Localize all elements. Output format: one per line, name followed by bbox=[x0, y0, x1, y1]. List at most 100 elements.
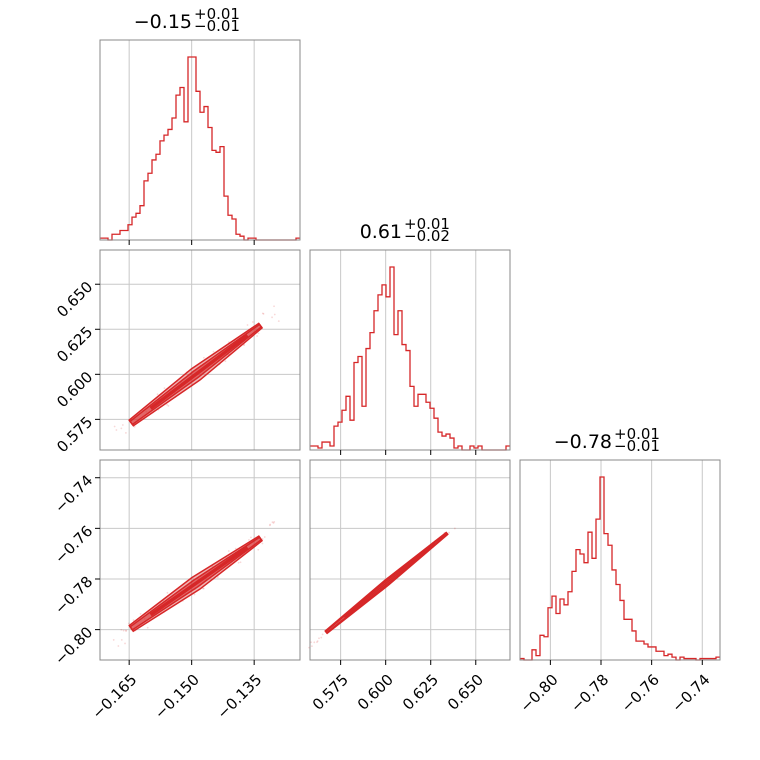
scatter-point bbox=[273, 520, 276, 523]
x-tick-label: −0.76 bbox=[618, 671, 663, 716]
density-core bbox=[149, 546, 249, 617]
y-tick-label: −0.80 bbox=[51, 623, 96, 668]
scatter-point bbox=[250, 536, 252, 539]
scatter-point bbox=[239, 561, 242, 564]
scatter-point bbox=[167, 404, 170, 407]
density-core bbox=[343, 542, 436, 618]
scatter-point bbox=[261, 538, 264, 540]
scatter-point bbox=[166, 403, 168, 406]
scatter-point bbox=[448, 531, 450, 534]
y-tick-label: −0.78 bbox=[51, 573, 96, 618]
panel-frame bbox=[309, 459, 511, 661]
scatter-point bbox=[202, 587, 205, 590]
panel-title-plus: +0.01 bbox=[614, 425, 660, 443]
pair-panel-1-2 bbox=[308, 459, 511, 665]
scatter-point bbox=[251, 321, 254, 323]
scatter-point bbox=[120, 628, 123, 631]
scatter-point bbox=[234, 547, 237, 550]
scatter-point bbox=[243, 344, 246, 346]
scatter-point bbox=[320, 636, 323, 639]
scatter-point bbox=[256, 335, 259, 337]
panel-frame bbox=[309, 249, 511, 451]
scatter-point bbox=[273, 305, 275, 308]
scatter-point bbox=[125, 630, 127, 632]
scatter-point bbox=[125, 629, 127, 632]
panel-title-value: 0.61 bbox=[360, 221, 402, 243]
scatter-point bbox=[272, 522, 275, 524]
panel-title-minus: −0.02 bbox=[404, 227, 450, 245]
x-tick-label: 0.575 bbox=[309, 671, 352, 714]
x-tick-label: −0.150 bbox=[151, 671, 203, 723]
scatter-point bbox=[146, 626, 149, 629]
y-tick-label: −0.74 bbox=[51, 471, 96, 516]
hist-panel-2: −0.78 +0.01−0.01 bbox=[519, 425, 721, 665]
panel-title-plus: +0.01 bbox=[194, 5, 240, 23]
scatter-point bbox=[268, 524, 271, 527]
x-tick-label: 0.650 bbox=[444, 671, 487, 714]
scatter-point bbox=[115, 429, 118, 431]
panel-frame bbox=[99, 39, 301, 241]
hist-panel-1: 0.61 +0.01−0.02 bbox=[309, 215, 511, 455]
scatter-point bbox=[321, 633, 324, 636]
scatter-point bbox=[453, 527, 456, 530]
scatter-point bbox=[227, 550, 230, 552]
scatter-point bbox=[271, 316, 273, 319]
scatter-point bbox=[156, 393, 159, 396]
scatter-point bbox=[117, 645, 120, 647]
scatter-point bbox=[121, 424, 124, 426]
histogram-line bbox=[310, 266, 510, 451]
scatter-point bbox=[316, 640, 319, 643]
panel-frame bbox=[519, 459, 721, 661]
density-core bbox=[149, 334, 249, 410]
panel-title-plus: +0.01 bbox=[404, 215, 450, 233]
panel-frame bbox=[99, 249, 301, 451]
scatter-point bbox=[120, 638, 123, 641]
x-tick-label: −0.135 bbox=[213, 671, 265, 723]
scatter-point bbox=[316, 641, 318, 644]
scatter-point bbox=[263, 536, 266, 538]
scatter-point bbox=[122, 629, 125, 632]
scatter-point bbox=[203, 356, 205, 359]
pair-panel-0-2 bbox=[95, 459, 301, 665]
scatter-point bbox=[124, 432, 127, 434]
y-tick-label: 0.650 bbox=[53, 278, 96, 321]
scatter-point bbox=[127, 622, 130, 625]
scatter-point bbox=[261, 312, 264, 315]
scatter-point bbox=[257, 332, 260, 335]
hist-panel-0: −0.15 +0.01−0.01 bbox=[99, 5, 301, 245]
panel-title-minus: −0.01 bbox=[194, 17, 240, 35]
y-tick-label: 0.600 bbox=[53, 368, 96, 411]
x-tick-label: −0.165 bbox=[88, 671, 140, 723]
x-tick-label: 0.625 bbox=[399, 671, 442, 714]
scatter-point bbox=[237, 561, 240, 564]
panel-title-value: −0.78 bbox=[554, 431, 612, 453]
scatter-point bbox=[112, 639, 115, 641]
scatter-point bbox=[262, 313, 265, 315]
panel-title-value: −0.15 bbox=[134, 11, 192, 33]
scatter-point bbox=[310, 645, 313, 647]
scatter-point bbox=[224, 360, 227, 363]
scatter-point bbox=[216, 576, 219, 578]
panel-title-minus: −0.01 bbox=[614, 437, 660, 455]
scatter-point bbox=[271, 521, 274, 524]
scatter-point bbox=[132, 619, 135, 622]
scatter-point bbox=[313, 641, 316, 644]
x-tick-label: 0.600 bbox=[354, 671, 397, 714]
y-tick-label: 0.625 bbox=[53, 323, 96, 366]
y-tick-label: 0.575 bbox=[53, 413, 96, 456]
scatter-point bbox=[212, 350, 215, 353]
panel-frame bbox=[99, 459, 301, 661]
scatter-point bbox=[133, 425, 136, 428]
scatter-point bbox=[310, 641, 312, 644]
scatter-point bbox=[248, 538, 250, 541]
scatter-point bbox=[273, 313, 276, 316]
scatter-point bbox=[166, 591, 169, 594]
scatter-point bbox=[261, 542, 264, 545]
y-tick-label: −0.76 bbox=[51, 522, 96, 567]
x-tick-label: −0.74 bbox=[668, 671, 713, 716]
scatter-point bbox=[277, 320, 280, 323]
x-tick-label: −0.80 bbox=[516, 671, 561, 716]
scatter-point bbox=[318, 637, 320, 640]
scatter-point bbox=[257, 548, 260, 551]
